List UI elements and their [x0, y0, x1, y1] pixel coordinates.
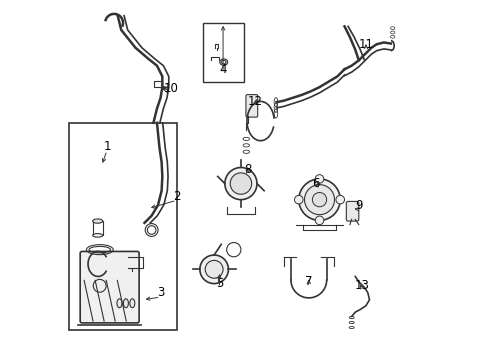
Text: 3: 3 — [157, 286, 164, 299]
Ellipse shape — [220, 59, 227, 65]
Text: 6: 6 — [311, 177, 319, 190]
Circle shape — [315, 175, 323, 183]
Circle shape — [312, 193, 326, 207]
Ellipse shape — [117, 299, 122, 308]
Circle shape — [224, 167, 257, 200]
Text: 10: 10 — [163, 82, 178, 95]
Text: 4: 4 — [219, 63, 226, 76]
Circle shape — [315, 216, 323, 225]
Circle shape — [200, 255, 228, 284]
Ellipse shape — [130, 299, 135, 308]
Text: 11: 11 — [358, 38, 373, 51]
Ellipse shape — [93, 234, 102, 237]
Bar — [154, 81, 162, 87]
Text: 2: 2 — [173, 190, 180, 203]
Text: 13: 13 — [354, 279, 369, 292]
Circle shape — [335, 195, 344, 204]
Text: 12: 12 — [247, 95, 262, 108]
Text: 1: 1 — [103, 140, 110, 153]
Circle shape — [205, 260, 223, 278]
Ellipse shape — [221, 60, 225, 64]
Circle shape — [230, 173, 251, 194]
Circle shape — [294, 195, 303, 204]
Ellipse shape — [123, 299, 128, 308]
Circle shape — [93, 279, 106, 292]
Text: 5: 5 — [215, 277, 223, 290]
FancyBboxPatch shape — [346, 202, 358, 221]
Text: 9: 9 — [354, 198, 362, 212]
Text: 8: 8 — [244, 163, 251, 176]
Bar — [69, 123, 176, 330]
Circle shape — [304, 185, 334, 215]
Text: 7: 7 — [305, 275, 312, 288]
Circle shape — [298, 179, 340, 220]
Bar — [93, 221, 102, 235]
Ellipse shape — [93, 219, 102, 223]
Bar — [203, 23, 244, 82]
FancyBboxPatch shape — [80, 251, 139, 323]
FancyBboxPatch shape — [245, 95, 257, 117]
